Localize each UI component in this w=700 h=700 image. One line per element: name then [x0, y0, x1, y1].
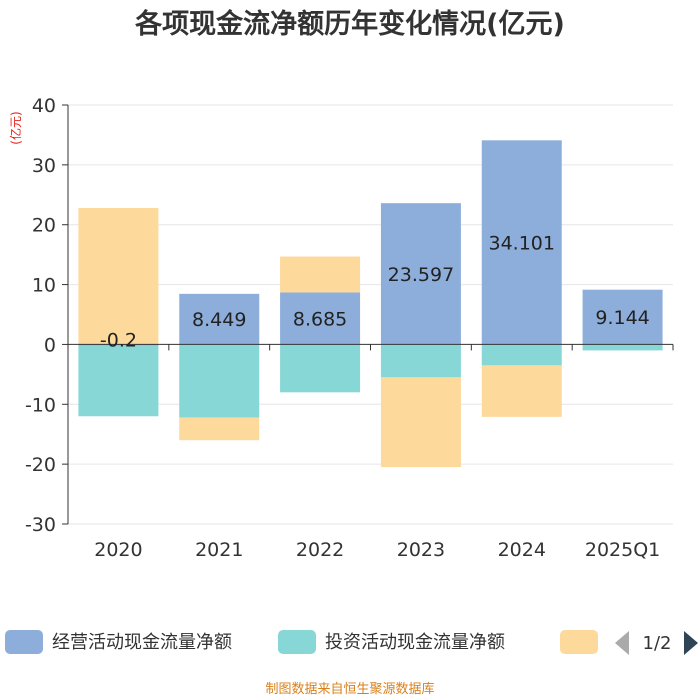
bar-segment[interactable]: [78, 344, 159, 346]
bar-segment[interactable]: [481, 344, 562, 366]
bar-segment[interactable]: [380, 344, 461, 378]
bar-segment[interactable]: [280, 292, 361, 345]
x-tick-label: 2025Q1: [585, 539, 660, 561]
bar-segment[interactable]: [280, 344, 361, 393]
x-tick-label: 2024: [498, 539, 546, 561]
bar-segment[interactable]: [582, 289, 663, 345]
y-tick-label: 30: [32, 155, 56, 177]
bar-segment[interactable]: [481, 140, 562, 345]
data-label: 8.685: [293, 308, 347, 330]
y-tick-label: 0: [44, 334, 56, 356]
y-axis-unit-label: (亿元): [8, 111, 23, 144]
bar-segment[interactable]: [380, 203, 461, 345]
y-tick-label: 40: [32, 95, 56, 117]
bar-segment[interactable]: [280, 256, 361, 293]
bar-segment[interactable]: [582, 344, 663, 351]
chart-title: 各项现金流净额历年变化情况(亿元): [134, 8, 565, 40]
y-tick-label: -30: [25, 514, 56, 536]
bar-segment[interactable]: [179, 417, 260, 441]
y-tick-label: 20: [32, 215, 56, 237]
legend-swatch-financing: [560, 630, 598, 654]
x-tick-label: 2023: [397, 539, 445, 561]
x-tick-labels: 2020 2021 2022 2023 2024 2025Q1: [94, 539, 660, 561]
gridlines: [68, 104, 673, 525]
bar-segment[interactable]: [179, 293, 260, 345]
legend-item-investing[interactable]: 投资活动现金流量净额: [278, 630, 505, 654]
legend-label-investing: 投资活动现金流量净额: [325, 632, 505, 653]
y-tick-label: -10: [25, 394, 56, 416]
x-tick-label: 2021: [195, 539, 243, 561]
x-tick-label: 2022: [296, 539, 344, 561]
legend-label-operating: 经营活动现金流量净额: [52, 632, 232, 653]
bar-segment[interactable]: [380, 377, 461, 468]
x-tick-label: 2020: [94, 539, 142, 561]
y-tick-label: -20: [25, 454, 56, 476]
legend-swatch-operating: [5, 630, 43, 654]
data-label: 8.449: [192, 309, 246, 331]
data-label: 9.144: [595, 307, 649, 329]
data-label: -0.2: [100, 329, 137, 351]
axes: [62, 104, 674, 525]
legend-item-financing[interactable]: [560, 630, 598, 654]
y-tick-labels: 40 30 20 10 0 -10 -20 -30: [25, 95, 56, 536]
legend-item-operating[interactable]: 经营活动现金流量净额: [5, 630, 232, 654]
data-label: 34.101: [489, 232, 555, 254]
data-label: 23.597: [388, 264, 454, 286]
bar-segment[interactable]: [78, 345, 159, 417]
data-labels: -0.2 8.449 8.685 23.597 34.101 9.144: [100, 232, 650, 351]
legend-swatch-investing: [278, 630, 316, 654]
legend-prev-page-icon[interactable]: [615, 631, 629, 655]
bar-segment[interactable]: [481, 365, 562, 417]
source-note: 制图数据来自恒生聚源数据库: [265, 681, 434, 697]
y-tick-label: 10: [32, 275, 56, 297]
bar-segment[interactable]: [78, 207, 159, 345]
bars: [78, 140, 663, 468]
legend-next-page-icon[interactable]: [684, 631, 698, 655]
legend-page-indicator: 1/2: [643, 633, 672, 654]
bar-segment[interactable]: [179, 344, 260, 418]
legend: 经营活动现金流量净额 投资活动现金流量净额 1/2: [5, 630, 698, 655]
